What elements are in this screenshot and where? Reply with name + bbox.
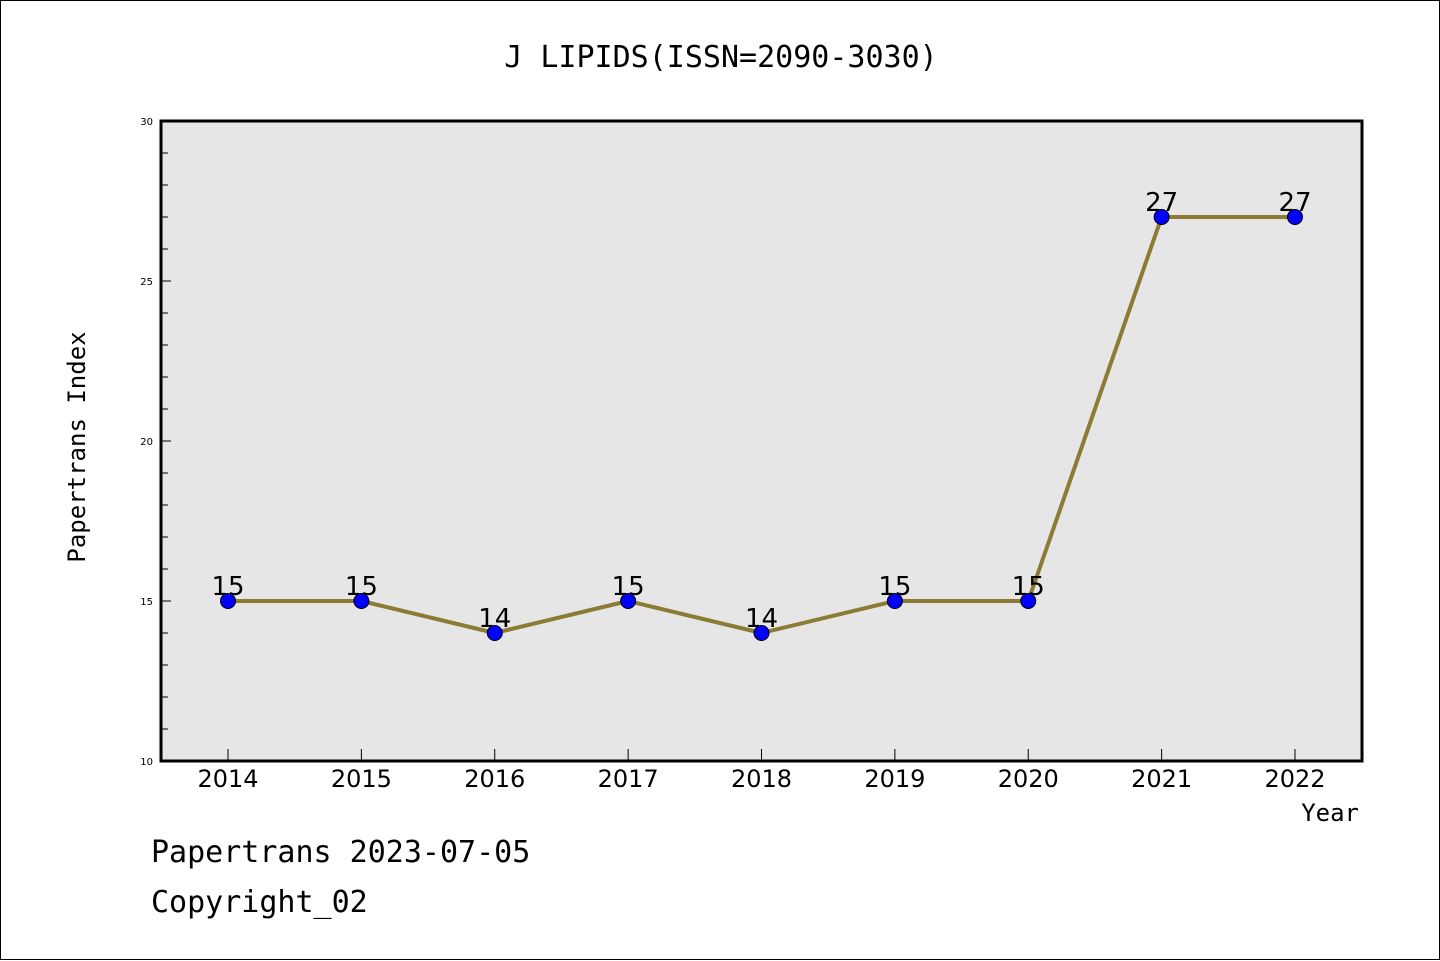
footer-date: Papertrans 2023-07-05: [151, 835, 531, 870]
y-tick-label: 15: [140, 597, 153, 608]
data-label: 15: [612, 572, 645, 602]
y-tick-label: 10: [140, 757, 153, 768]
x-tick-label: 2015: [331, 765, 392, 793]
data-point: [620, 593, 637, 609]
x-tick-label: 2021: [1131, 765, 1192, 793]
data-label: 14: [745, 604, 778, 634]
x-tick-label: 2022: [1264, 765, 1325, 793]
x-tick-label: 2019: [864, 765, 925, 793]
x-axis-title: Year: [1301, 799, 1359, 827]
data-point: [220, 593, 236, 609]
data-point: [1153, 209, 1170, 225]
data-markers: [220, 209, 1303, 641]
x-tick-label: 2016: [464, 765, 525, 793]
data-point: [486, 625, 503, 641]
data-label: 15: [211, 572, 244, 602]
data-label: 14: [478, 604, 511, 634]
y-tick-label: 30: [140, 117, 153, 128]
x-tick-label: 2017: [598, 765, 659, 793]
data-label: 27: [1145, 188, 1178, 218]
x-tick-label: 2018: [731, 765, 792, 793]
x-axis: 2014 2015 2016 2017 2018 2019 2020 2021 2022: [197, 749, 1326, 793]
chart-title: J LIPIDS(ISSN=2090-3030): [504, 40, 937, 75]
x-tick-label: 2020: [998, 765, 1059, 793]
y-axis-title: Papertrans Index: [63, 331, 91, 562]
y-axis: 10 15 20 25 30: [140, 117, 171, 768]
y-tick-label: 25: [140, 277, 153, 288]
data-label: 15: [345, 572, 378, 602]
data-label: 27: [1278, 188, 1311, 218]
plot-area: [159, 119, 1364, 763]
data-label: 15: [1012, 572, 1045, 602]
footer-copyright: Copyright_02: [151, 885, 368, 920]
data-label: 15: [878, 572, 911, 602]
data-point: [353, 593, 370, 609]
data-point: [1287, 209, 1303, 225]
data-point: [886, 593, 903, 609]
data-point: [753, 625, 770, 641]
data-labels: 15 15 14 15 14 15 15 27 27: [211, 188, 1311, 634]
x-tick-label: 2014: [197, 765, 258, 793]
y-tick-label: 20: [140, 437, 153, 448]
data-point: [1020, 593, 1037, 609]
